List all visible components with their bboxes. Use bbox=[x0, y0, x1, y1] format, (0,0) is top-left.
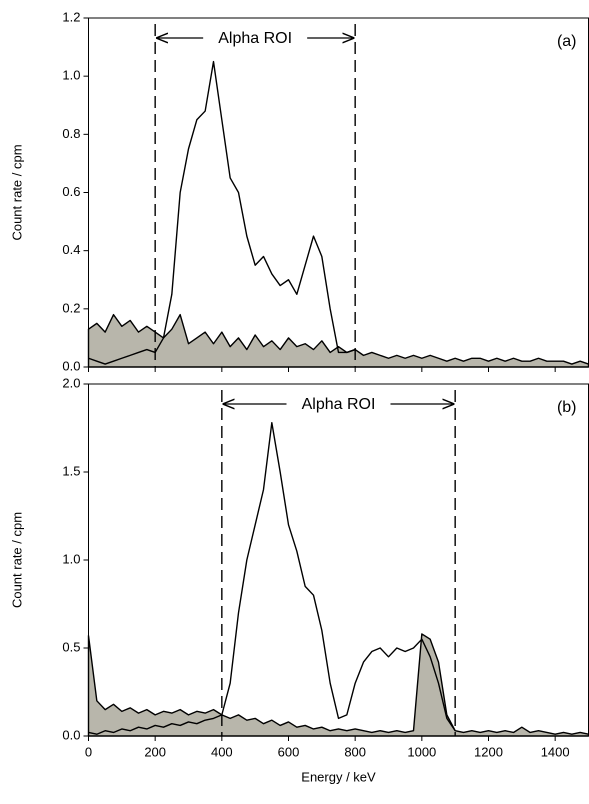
x-tick-label: 800 bbox=[344, 744, 366, 759]
background-area bbox=[87, 313, 589, 368]
y-tick-label: 0.4 bbox=[62, 242, 80, 257]
y-tick-label: 0.2 bbox=[62, 300, 80, 315]
x-tick-label: 0 bbox=[85, 744, 92, 759]
y-tick-label: 0.8 bbox=[62, 126, 80, 141]
y-tick-label: 0.0 bbox=[62, 358, 80, 373]
roi-label: Alpha ROI bbox=[218, 30, 292, 47]
x-tick-label: 200 bbox=[144, 744, 166, 759]
y-tick-label: 1.2 bbox=[62, 9, 80, 24]
spectrum-line bbox=[88, 60, 356, 365]
background-area bbox=[87, 633, 589, 737]
x-tick-label: 1400 bbox=[541, 744, 570, 759]
plot-frame bbox=[88, 17, 589, 368]
spectrum-line bbox=[88, 422, 456, 735]
x-tick-label: 1200 bbox=[474, 744, 503, 759]
x-tick-label: 400 bbox=[211, 744, 233, 759]
x-axis-label: Energy / keV bbox=[301, 769, 376, 784]
roi-label: Alpha ROI bbox=[302, 396, 376, 413]
plot-frame bbox=[88, 383, 589, 737]
y-tick-label: 0.6 bbox=[62, 184, 80, 199]
y-tick-label: 1.0 bbox=[62, 551, 80, 566]
y-tick-label: 0.0 bbox=[62, 727, 80, 742]
panel-label: (b) bbox=[557, 399, 577, 416]
y-axis-label: Count rate / cpm bbox=[9, 512, 24, 608]
x-tick-label: 600 bbox=[278, 744, 300, 759]
panel-label: (a) bbox=[557, 33, 577, 50]
y-axis-label: Count rate / cpm bbox=[9, 144, 24, 240]
y-tick-label: 1.0 bbox=[62, 68, 80, 83]
y-tick-label: 0.5 bbox=[62, 639, 80, 654]
y-tick-label: 1.5 bbox=[62, 463, 80, 478]
y-tick-label: 2.0 bbox=[62, 375, 80, 390]
x-tick-label: 1000 bbox=[407, 744, 436, 759]
